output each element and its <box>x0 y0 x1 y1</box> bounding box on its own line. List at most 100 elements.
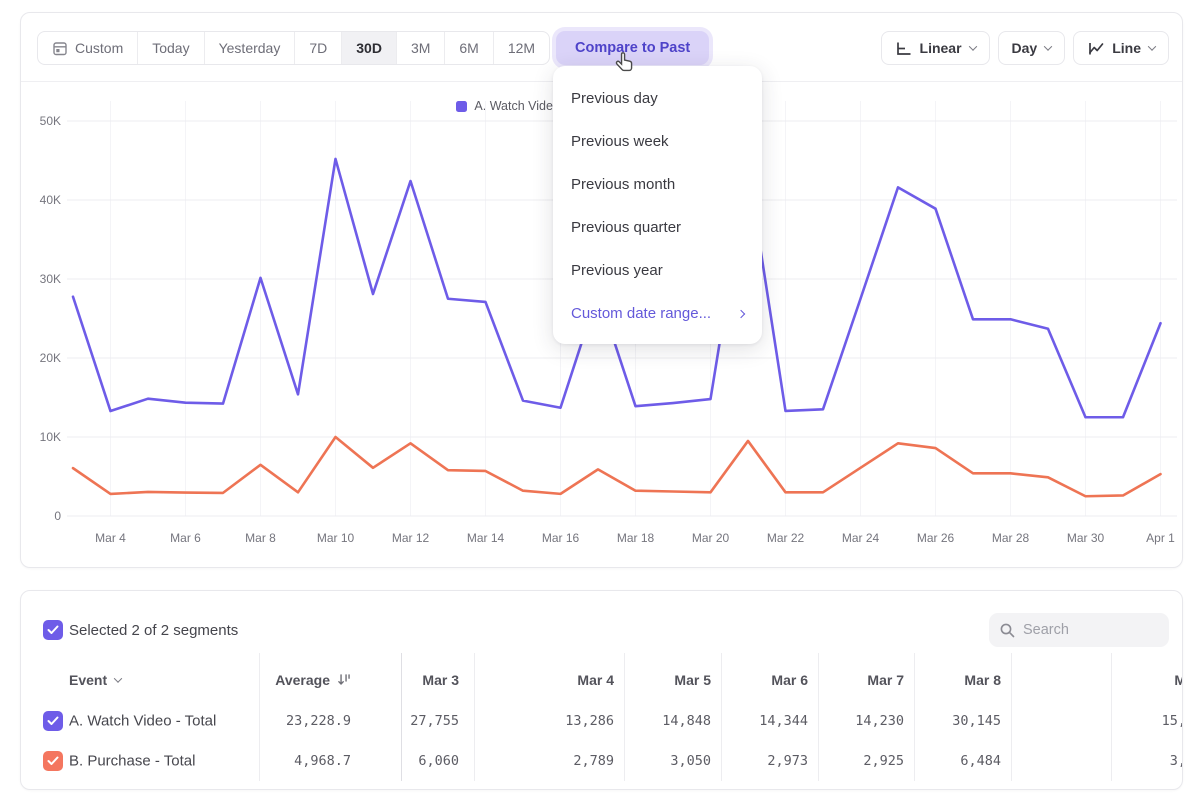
y-axis-tick: 20K <box>39 351 61 365</box>
calendar-icon <box>53 42 67 56</box>
chart-type-dropdown-button[interactable]: Line <box>1073 31 1169 65</box>
search-input[interactable] <box>1023 622 1153 638</box>
cell-value: 27,755 <box>410 713 459 729</box>
scale-dropdown-button[interactable]: Linear <box>880 31 990 65</box>
table-row: A. Watch Video - Total 23,228.9 27,755 13,2… <box>21 701 1182 741</box>
table-header-row: Event Average Mar 3 Mar 4 Mar 5 Mar 6 Mar 7 M… <box>21 661 1182 699</box>
x-axis-tick: Apr 1 <box>1146 531 1175 545</box>
date-preset-6m[interactable]: 6M <box>444 32 492 64</box>
date-preset-7d[interactable]: 7D <box>294 32 341 64</box>
date-preset-label: Today <box>152 40 190 56</box>
interval-dropdown-label: Day <box>1011 40 1038 56</box>
date-preset-3m[interactable]: 3M <box>395 32 444 64</box>
sort-descending-icon <box>337 674 350 685</box>
average-value: 23,228.9 <box>285 713 351 729</box>
cursor-pointer-icon <box>615 52 633 72</box>
cell-value-clipped: 3, <box>1169 753 1182 769</box>
date-column-header: Mar 5 <box>674 672 711 688</box>
x-axis-tick: Mar 10 <box>316 531 355 545</box>
row-label: B. Purchase - Total <box>69 752 196 770</box>
menu-item-label: Previous quarter <box>571 219 682 236</box>
y-axis-tick: 40K <box>39 193 61 207</box>
cell-value: 6,060 <box>418 753 459 769</box>
cell-value-clipped: 15, <box>1161 713 1182 729</box>
date-column-header: Mar 7 <box>867 672 904 688</box>
menu-item-previous-week[interactable]: Previous week <box>553 120 762 163</box>
date-preset-label: 12M <box>507 40 536 56</box>
x-axis-tick: Mar 6 <box>170 531 201 545</box>
menu-item-custom-date-range[interactable]: Custom date range... <box>553 292 762 335</box>
column-divider <box>624 653 625 781</box>
table-row: B. Purchase - Total 4,968.7 6,060 2,789 3,05… <box>21 741 1182 781</box>
column-divider <box>259 653 260 781</box>
row-checkbox[interactable] <box>43 711 63 731</box>
y-axis-tick: 0 <box>54 509 61 523</box>
search-icon <box>1000 623 1015 638</box>
cell-value: 14,848 <box>662 713 711 729</box>
legend-swatch <box>456 100 468 112</box>
average-value: 4,968.7 <box>294 753 351 769</box>
x-axis-tick: Mar 14 <box>466 531 505 545</box>
select-all-checkbox[interactable] <box>43 620 63 640</box>
frozen-column-divider <box>401 653 402 781</box>
average-column-header[interactable]: Average <box>275 672 351 688</box>
check-icon <box>47 756 59 765</box>
menu-item-label: Previous year <box>571 262 663 279</box>
chart-options-group: Linear Day Line <box>880 31 1169 65</box>
cell-value: 6,484 <box>960 753 1001 769</box>
date-preset-label: 30D <box>356 40 382 56</box>
segments-table-card: Selected 2 of 2 segments Event Average M… <box>20 590 1183 790</box>
date-column-header: Mar 4 <box>577 672 614 688</box>
date-preset-label: 7D <box>309 40 328 56</box>
scale-dropdown-label: Linear <box>919 40 962 56</box>
x-axis-tick: Mar 12 <box>391 531 430 545</box>
date-preset-group: Custom Today Yesterday 7D 30D 3M 6M 12M <box>37 31 551 65</box>
compare-to-past-button[interactable]: Compare to Past <box>556 31 710 65</box>
chevron-right-icon <box>736 309 746 318</box>
row-checkbox[interactable] <box>43 751 63 771</box>
x-axis-tick: Mar 28 <box>991 531 1030 545</box>
cell-value: 13,286 <box>565 713 614 729</box>
date-preset-12m[interactable]: 12M <box>492 32 549 64</box>
menu-item-label: Previous day <box>571 90 658 107</box>
cell-value: 2,789 <box>573 753 614 769</box>
column-divider <box>474 653 475 781</box>
y-axis-tick: 30K <box>39 272 61 286</box>
check-icon <box>47 716 59 725</box>
x-axis-tick: Mar 22 <box>766 531 805 545</box>
menu-item-label: Custom date range... <box>571 305 712 322</box>
menu-item-previous-year[interactable]: Previous year <box>553 249 762 292</box>
y-axis-tick: 50K <box>39 114 61 128</box>
interval-dropdown-button[interactable]: Day <box>997 31 1066 65</box>
x-axis-tick: Mar 18 <box>616 531 655 545</box>
menu-item-label: Previous week <box>571 133 669 150</box>
line-chart-icon <box>1089 42 1104 54</box>
event-column-header[interactable]: Event <box>69 672 123 688</box>
column-divider <box>721 653 722 781</box>
menu-item-previous-month[interactable]: Previous month <box>553 163 762 206</box>
chevron-down-icon <box>113 674 123 683</box>
column-divider <box>1111 653 1112 781</box>
cell-value: 2,925 <box>863 753 904 769</box>
menu-item-previous-day[interactable]: Previous day <box>553 77 762 120</box>
cell-value: 3,050 <box>670 753 711 769</box>
row-label: A. Watch Video - Total <box>69 712 217 730</box>
event-header-label: Event <box>69 672 108 688</box>
chart-type-dropdown-label: Line <box>1112 40 1141 56</box>
date-preset-today[interactable]: Today <box>137 32 203 64</box>
chart-plot <box>67 101 1177 517</box>
date-preset-30d[interactable]: 30D <box>341 32 396 64</box>
cell-value: 2,973 <box>767 753 808 769</box>
average-header-label: Average <box>275 672 330 688</box>
x-axis-tick: Mar 24 <box>841 531 880 545</box>
x-axis-tick: Mar 26 <box>916 531 955 545</box>
date-preset-custom[interactable]: Custom <box>38 32 137 64</box>
x-axis-tick: Mar 4 <box>95 531 126 545</box>
search-box <box>989 613 1169 647</box>
cell-value: 30,145 <box>952 713 1001 729</box>
x-axis-tick: Mar 20 <box>691 531 730 545</box>
date-preset-yesterday[interactable]: Yesterday <box>203 32 295 64</box>
column-divider <box>1011 653 1012 781</box>
menu-item-previous-quarter[interactable]: Previous quarter <box>553 206 762 249</box>
compare-to-past-menu: Previous day Previous week Previous month P… <box>553 66 762 344</box>
